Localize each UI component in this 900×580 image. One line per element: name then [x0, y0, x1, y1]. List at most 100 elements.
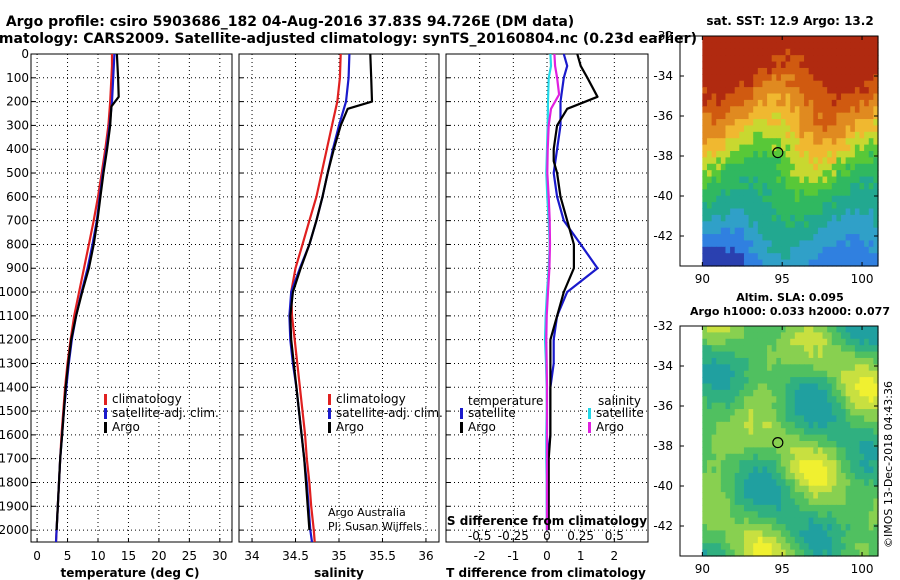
map-cell — [734, 170, 740, 178]
map-cell — [730, 163, 736, 171]
map-cell — [780, 370, 787, 378]
map-cell — [734, 338, 740, 346]
map-cell — [813, 460, 819, 468]
map-cell — [757, 253, 764, 261]
map-cell — [757, 170, 764, 178]
map-cell — [725, 253, 731, 261]
map-cell — [864, 504, 870, 512]
map-cell — [836, 182, 842, 190]
map-cell — [706, 36, 713, 43]
map-cell — [734, 227, 740, 235]
map-cell — [868, 144, 874, 152]
map-cell — [720, 409, 727, 417]
map-cell — [762, 259, 768, 267]
map-cell — [702, 36, 708, 43]
map-cell — [785, 364, 791, 372]
map-cell — [827, 189, 833, 197]
map-cell — [743, 389, 750, 397]
map-cell — [799, 176, 805, 184]
s-tick-label: 0.5 — [605, 529, 624, 543]
map-cell — [864, 151, 870, 158]
title-line2: Climatology: CARS2009. Satellite-adjuste… — [0, 31, 697, 47]
map-cell — [776, 240, 782, 248]
map-cell — [720, 536, 727, 544]
map-cell — [845, 227, 851, 235]
legend-temp-sat-label: satellite-adj. clim. — [112, 406, 219, 420]
legend-sal-argo-swatch — [328, 422, 331, 433]
map-cell — [753, 364, 759, 372]
map-cell — [785, 99, 791, 107]
map-cell — [734, 530, 740, 538]
map-cell — [845, 74, 851, 82]
map-cell — [771, 112, 777, 120]
map-cell — [827, 543, 833, 551]
map-cell — [841, 504, 847, 512]
map-cell — [854, 138, 861, 146]
map-cell — [771, 99, 777, 107]
map-cell — [716, 357, 722, 365]
map-cell — [873, 377, 879, 385]
map-cell — [739, 125, 745, 133]
map-cell — [813, 195, 819, 203]
map-cell — [854, 176, 861, 184]
map-cell — [711, 524, 717, 532]
map-cell — [817, 138, 824, 146]
map-cell — [864, 511, 870, 519]
map-cell — [831, 351, 837, 359]
map-cell — [804, 144, 810, 152]
map-cell — [780, 415, 787, 423]
map-cell — [822, 119, 828, 127]
map-cell — [836, 370, 842, 378]
map-cell — [822, 485, 828, 493]
map-cell — [794, 447, 801, 455]
map-cell — [836, 151, 842, 158]
depth-tick-label: 1000 — [0, 285, 29, 299]
map-cell — [831, 112, 837, 120]
map-cell — [739, 74, 745, 82]
map-cell — [841, 112, 847, 120]
map-cell — [776, 370, 782, 378]
map-lat-label: -36 — [653, 109, 673, 123]
map-cell — [767, 157, 773, 165]
map-cell — [762, 428, 768, 436]
map-cell — [813, 504, 819, 512]
map-cell — [836, 492, 842, 500]
map-cell — [748, 377, 754, 385]
map-cell — [734, 428, 740, 436]
map-cell — [716, 80, 722, 88]
map-cell — [859, 447, 865, 455]
map-cell — [859, 125, 865, 133]
map-cell — [817, 144, 824, 152]
map-cell — [827, 214, 833, 222]
map-cell — [813, 246, 819, 254]
map-cell — [822, 221, 828, 229]
map-cell — [780, 389, 787, 397]
map-cell — [854, 396, 861, 404]
map-cell — [730, 530, 736, 538]
map-cell — [716, 99, 722, 107]
map-cell — [776, 93, 782, 101]
map-cell — [859, 157, 865, 165]
map-cell — [841, 138, 847, 146]
map-cell — [845, 42, 851, 50]
map-cell — [836, 202, 842, 210]
map-cell — [836, 74, 842, 82]
map-cell — [757, 182, 764, 190]
depth-tick-label: 1700 — [0, 452, 29, 466]
map-cell — [711, 138, 717, 146]
map-cell — [706, 536, 713, 544]
map-cell — [739, 259, 745, 267]
map-cell — [813, 338, 819, 346]
map-cell — [831, 517, 837, 525]
map-cell — [817, 326, 824, 333]
map-cell — [841, 434, 847, 442]
map-cell — [836, 48, 842, 56]
map-cell — [706, 332, 713, 340]
map-cell — [822, 48, 828, 56]
map-cell — [868, 402, 874, 410]
map-cell — [720, 530, 727, 538]
map-cell — [734, 61, 740, 69]
map-cell — [743, 80, 750, 88]
map-cell — [730, 119, 736, 127]
map-cell — [706, 163, 713, 171]
